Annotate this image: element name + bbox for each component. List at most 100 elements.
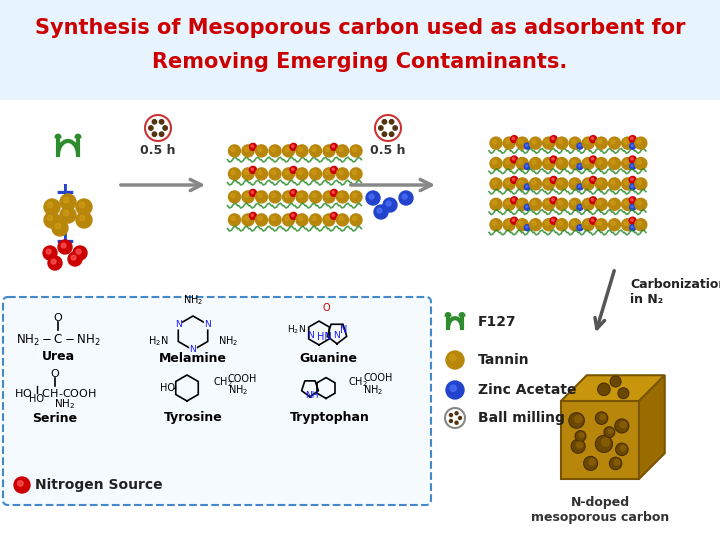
Circle shape: [290, 212, 297, 219]
Circle shape: [269, 145, 281, 157]
Circle shape: [591, 198, 594, 201]
Circle shape: [290, 190, 297, 197]
Circle shape: [578, 226, 580, 228]
Circle shape: [543, 219, 554, 231]
Circle shape: [51, 259, 56, 264]
Circle shape: [543, 198, 554, 210]
Circle shape: [383, 198, 397, 212]
Circle shape: [613, 458, 621, 465]
Circle shape: [543, 178, 554, 190]
Circle shape: [71, 255, 76, 260]
Circle shape: [242, 168, 254, 180]
Circle shape: [569, 219, 581, 231]
Circle shape: [352, 217, 356, 220]
Circle shape: [629, 197, 636, 204]
Circle shape: [390, 132, 394, 137]
Circle shape: [325, 170, 330, 174]
Text: N: N: [341, 325, 348, 335]
Circle shape: [332, 145, 335, 147]
Circle shape: [292, 214, 294, 217]
Circle shape: [296, 145, 308, 157]
Circle shape: [271, 147, 276, 152]
Circle shape: [336, 168, 348, 180]
Circle shape: [510, 156, 518, 163]
Text: Zinc Acetate: Zinc Acetate: [478, 383, 577, 397]
Circle shape: [332, 191, 335, 193]
Circle shape: [590, 177, 597, 184]
Circle shape: [382, 119, 387, 124]
Circle shape: [578, 165, 580, 167]
Circle shape: [631, 198, 633, 201]
Circle shape: [503, 198, 516, 210]
Circle shape: [637, 139, 642, 144]
Circle shape: [621, 158, 634, 170]
Text: +: +: [55, 230, 76, 254]
Circle shape: [68, 252, 82, 266]
Text: Ball milling: Ball milling: [478, 411, 565, 425]
Circle shape: [577, 225, 583, 231]
Text: NH: NH: [305, 392, 319, 401]
Circle shape: [590, 217, 597, 224]
Circle shape: [292, 168, 294, 171]
Circle shape: [330, 212, 338, 219]
Circle shape: [55, 223, 60, 229]
Circle shape: [163, 126, 167, 130]
Circle shape: [629, 136, 636, 143]
Circle shape: [76, 199, 92, 215]
Circle shape: [574, 415, 582, 423]
Circle shape: [510, 197, 518, 204]
Circle shape: [529, 158, 541, 170]
Circle shape: [571, 439, 585, 453]
Circle shape: [258, 217, 262, 220]
Circle shape: [621, 198, 634, 210]
Circle shape: [369, 194, 374, 199]
Text: COOH: COOH: [228, 374, 257, 384]
Circle shape: [572, 180, 575, 185]
Circle shape: [635, 137, 647, 149]
Circle shape: [543, 137, 554, 149]
Circle shape: [325, 217, 330, 220]
Circle shape: [558, 201, 562, 205]
Circle shape: [516, 158, 528, 170]
Circle shape: [524, 225, 531, 231]
Text: N-doped
mesoporous carbon: N-doped mesoporous carbon: [531, 496, 669, 524]
Circle shape: [258, 170, 262, 174]
Circle shape: [526, 185, 528, 187]
Circle shape: [323, 191, 335, 203]
Circle shape: [637, 180, 642, 185]
Circle shape: [339, 170, 343, 174]
Circle shape: [577, 143, 583, 149]
Circle shape: [635, 219, 647, 231]
Circle shape: [310, 191, 322, 203]
Circle shape: [591, 219, 594, 221]
Circle shape: [558, 139, 562, 144]
Text: $\mathrm{NH_2}$: $\mathrm{NH_2}$: [54, 397, 76, 411]
Circle shape: [242, 145, 254, 157]
Circle shape: [336, 191, 348, 203]
Circle shape: [296, 191, 308, 203]
Text: Serine: Serine: [32, 411, 78, 424]
Circle shape: [608, 198, 621, 210]
Circle shape: [630, 225, 636, 231]
Circle shape: [492, 160, 497, 164]
Circle shape: [595, 198, 608, 210]
Circle shape: [374, 205, 388, 219]
Circle shape: [611, 139, 615, 144]
Circle shape: [159, 119, 163, 124]
Circle shape: [598, 139, 602, 144]
Circle shape: [244, 193, 248, 198]
Circle shape: [620, 444, 626, 451]
Circle shape: [518, 221, 523, 225]
Circle shape: [590, 156, 597, 163]
Circle shape: [282, 214, 294, 226]
Circle shape: [269, 191, 281, 203]
Circle shape: [518, 201, 523, 205]
Circle shape: [492, 201, 497, 205]
Circle shape: [244, 147, 248, 152]
Circle shape: [446, 381, 464, 399]
Circle shape: [285, 193, 289, 198]
Text: Guanine: Guanine: [299, 352, 357, 365]
Circle shape: [518, 180, 523, 185]
Circle shape: [569, 137, 581, 149]
Circle shape: [285, 217, 289, 220]
